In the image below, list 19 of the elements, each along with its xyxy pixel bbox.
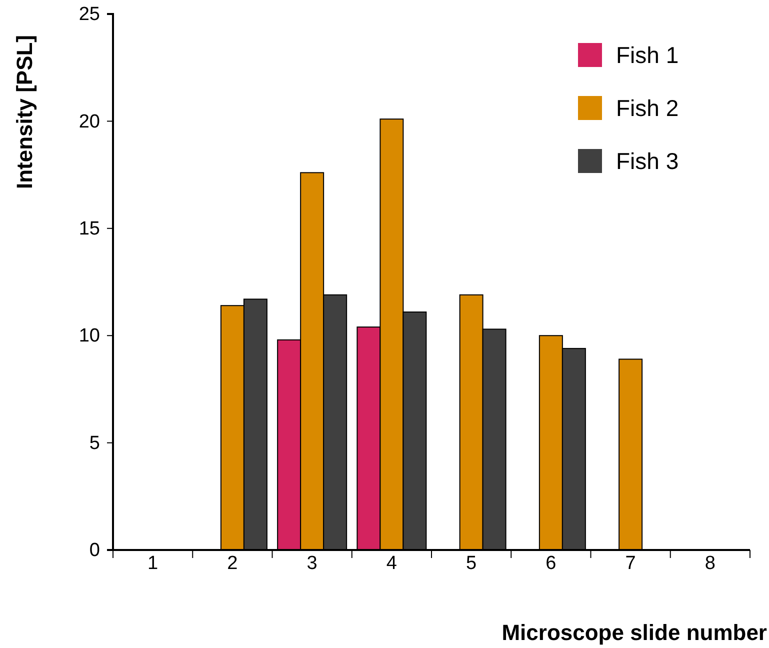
legend-label: Fish 2	[616, 95, 679, 121]
x-tick-label: 4	[386, 553, 398, 574]
x-axis-title: Microscope slide number	[502, 620, 768, 645]
x-tick-label: 8	[704, 553, 716, 574]
x-tick-label: 6	[546, 553, 556, 574]
y-tick-label: 20	[78, 111, 100, 132]
y-axis-title: Intensity [PSL]	[12, 34, 37, 190]
x-tick-label: 5	[466, 553, 477, 574]
legend-label: Fish 3	[616, 148, 679, 174]
y-tick-label: 0	[89, 540, 100, 562]
y-tick-label: 15	[78, 218, 100, 240]
legend-label: Fish 1	[616, 42, 679, 68]
x-tick-label: 2	[227, 553, 238, 574]
y-tick-label: 25	[78, 4, 100, 26]
x-tick-label: 3	[306, 553, 318, 574]
y-tick-label: 10	[78, 326, 100, 347]
x-tick-label: 7	[625, 553, 636, 574]
y-tick-label: 5	[89, 432, 100, 454]
x-tick-label: 1	[148, 553, 158, 574]
